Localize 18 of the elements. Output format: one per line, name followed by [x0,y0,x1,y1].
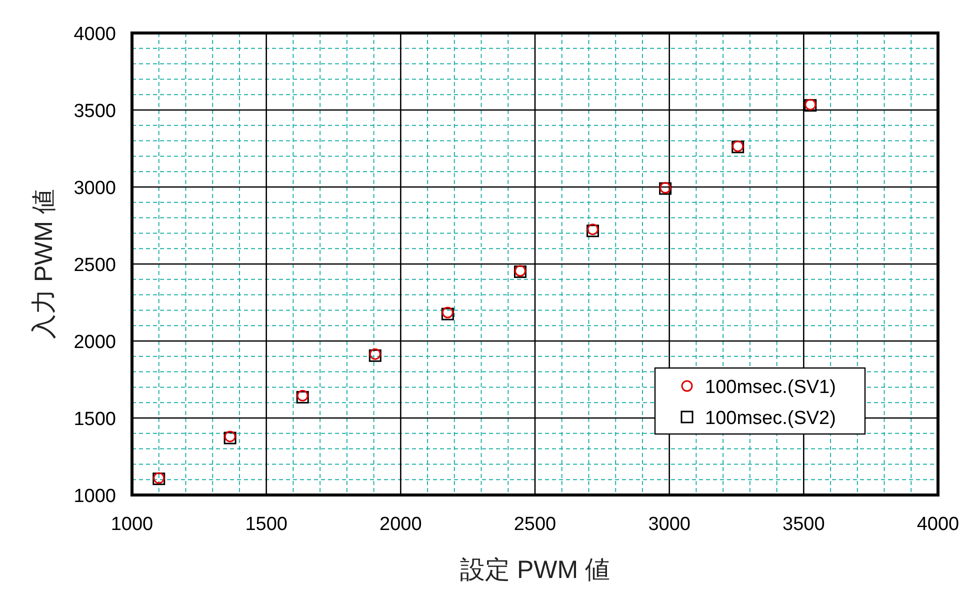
x-tick-label: 3000 [648,514,690,535]
y-tick-label: 3500 [74,101,116,122]
y-tick-label: 1000 [74,486,116,507]
legend-label: 100msec.(SV2) [705,408,836,429]
y-tick-label: 1500 [74,409,116,430]
legend-label: 100msec.(SV1) [705,377,836,398]
x-tick-label: 4000 [916,514,960,535]
x-tick-label: 2000 [380,514,422,535]
x-axis-title: 設定 PWM 値 [460,556,610,584]
x-tick-label: 3500 [782,514,825,535]
x-tick-label: 1000 [110,514,154,535]
y-tick-label: 2500 [74,255,116,276]
y-tick-label: 2000 [74,332,116,353]
x-tick-label: 2500 [514,514,556,535]
y-tick-label: 3000 [74,178,116,199]
y-tick-label: 4000 [74,24,116,45]
x-tick-label: 1500 [245,514,288,535]
y-axis-title: 入力 PWM 値 [30,189,58,339]
